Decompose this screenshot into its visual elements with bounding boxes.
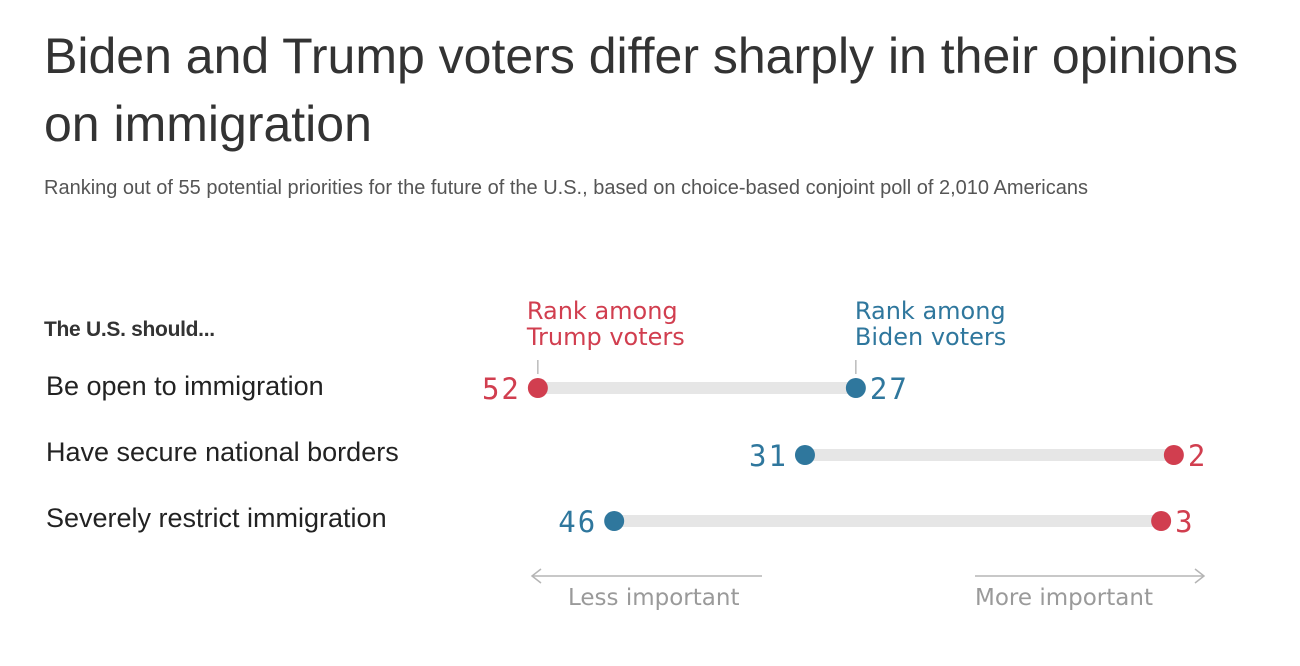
row-label-restrict: Severely restrict immigration: [46, 503, 387, 533]
less-arrow-head: [530, 568, 542, 584]
biden-dot-2: [604, 511, 625, 531]
biden-dot-0: [845, 378, 866, 398]
row-header: The U.S. should...: [44, 318, 215, 341]
row-label-borders: Have secure national borders: [46, 437, 399, 467]
trump-value-1: 2: [1188, 439, 1207, 473]
biden-value-2: 46: [558, 505, 597, 539]
biden-dot-1: [794, 445, 815, 465]
trump-dot-1: [1163, 445, 1184, 465]
trump-dot-0: [527, 378, 548, 398]
trump-dot-2: [1151, 511, 1172, 531]
more-arrow-head: [1194, 568, 1206, 584]
trump-value-2: 3: [1175, 505, 1194, 539]
axis-label-less: Less important: [568, 585, 739, 611]
axis-label-more: More important: [975, 585, 1153, 611]
biden-value-0: 27: [870, 372, 909, 406]
trump-value-0: 52: [482, 372, 521, 406]
biden-value-1: 31: [749, 439, 788, 473]
legend-trump: Rank among Trump voters: [526, 297, 685, 351]
row-label-open: Be open to immigration: [46, 371, 324, 401]
chart-subtitle: Ranking out of 55 potential priorities f…: [44, 177, 1088, 199]
chart-title: Biden and Trump voters differ sharply in…: [44, 28, 1239, 152]
legend-biden: Rank among Biden voters: [855, 297, 1006, 351]
